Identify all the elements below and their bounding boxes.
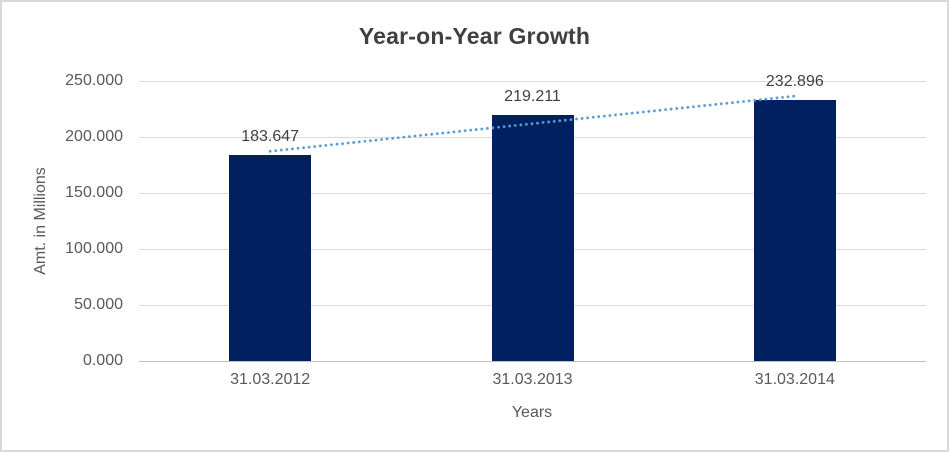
y-tick-label: 0.000	[82, 352, 123, 369]
bar-31.03.2012	[229, 155, 312, 361]
chart-title: Year-on-Year Growth	[358, 23, 591, 49]
data-label-31.03.2014: 232.896	[765, 73, 824, 91]
x-category-label-31.03.2014: 31.03.2014	[754, 371, 835, 388]
y-tick-label: 200.000	[65, 128, 123, 145]
x-category-label-31.03.2012: 31.03.2012	[230, 371, 311, 388]
y-tick-label: 100.000	[65, 240, 123, 257]
y-tick-label: 150.000	[65, 184, 123, 201]
data-label-31.03.2012: 183.647	[241, 128, 300, 146]
y-tick-label: 50.000	[74, 296, 123, 313]
x-category-label-31.03.2013: 31.03.2013	[492, 371, 573, 388]
data-label-31.03.2013: 219.211	[504, 88, 561, 106]
x-axis-title: Years	[511, 404, 553, 421]
y-tick-label: 250.000	[65, 72, 123, 89]
bar-31.03.2013	[491, 115, 574, 361]
gridline	[139, 80, 926, 82]
x-axis-line	[139, 360, 926, 362]
bar-31.03.2014	[753, 100, 836, 361]
